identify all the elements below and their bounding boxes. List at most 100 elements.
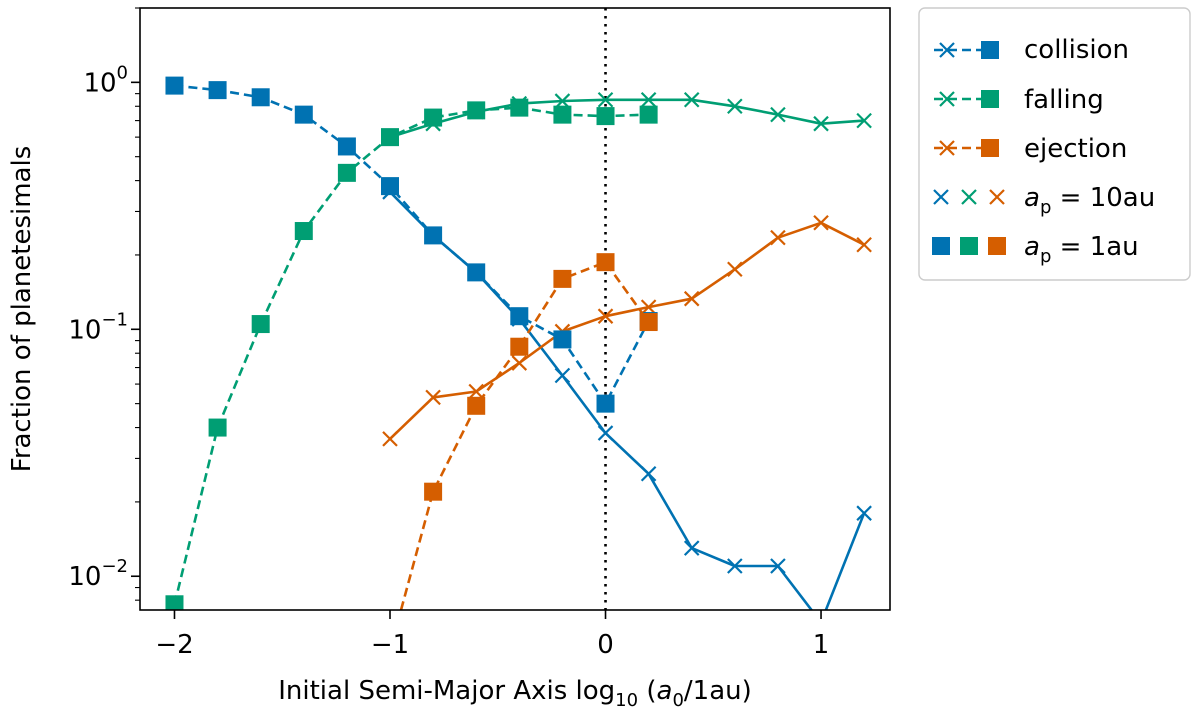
plot-frame (139, 7, 891, 611)
legend-square-marker (960, 237, 978, 255)
data-point-ejection-ap-10au (727, 261, 743, 278)
x-tick-label: −2 (155, 630, 193, 660)
data-point-ejection-ap-1au (553, 269, 572, 288)
data-point-collision-ap-1au (553, 330, 572, 349)
legend-square-marker-ejection (981, 139, 999, 157)
data-point-falling-ap-10au (597, 91, 614, 108)
data-point-collision-ap-1au (165, 76, 184, 95)
data-point-falling-ap-1au (381, 128, 399, 147)
data-point-falling-ap-10au (727, 98, 743, 115)
axes: −2 −1 0 1 10−2 10−1 100 (68, 7, 830, 660)
legend-x-marker (989, 189, 1005, 205)
data-point-ejection-ap-1au (596, 253, 615, 272)
data-point-ejection-ap-10au (640, 299, 657, 315)
legend-label-ap-1au-var: a (1024, 232, 1040, 262)
data-point-collision-ap-10au (727, 558, 743, 574)
data-point-collision-ap-10au (554, 367, 571, 384)
legend-label-ap-10au-var: a (1024, 183, 1040, 213)
y-tick-label: 10−2 (68, 556, 128, 592)
x-axis-label-variable-subscript: 0 (672, 690, 683, 711)
data-point-falling-ap-1au (467, 101, 486, 120)
data-point-collision-ap-10au (597, 425, 614, 441)
legend-label-ap-1au: ap = 1au (1024, 232, 1139, 267)
data-point-collision-ap-10au (856, 505, 872, 521)
legend-handle-ap-1au (932, 237, 1006, 255)
data-point-falling-ap-1au (294, 222, 313, 241)
series-ejection-ap-10au (382, 214, 872, 447)
data-point-ejection-ap-10au (382, 431, 398, 447)
data-point-falling-ap-10au (813, 115, 829, 132)
legend-label-collision: collision (1024, 35, 1129, 65)
legend: collision falling ejection ap = 10au ap … (918, 7, 1191, 281)
data-point-ejection-ap-1au (510, 337, 529, 356)
data-point-collision-ap-1au (596, 394, 615, 413)
series-layer (165, 76, 872, 610)
data-point-falling-ap-10au (683, 91, 700, 108)
data-point-collision-ap-1au (208, 81, 227, 100)
legend-handles (932, 41, 1006, 255)
data-point-collision-ap-10au (683, 540, 700, 556)
data-point-falling-ap-1au (251, 315, 270, 334)
data-point-collision-ap-10au (640, 465, 657, 482)
x-tick-label: 1 (813, 630, 830, 660)
legend-square-marker (988, 237, 1006, 255)
x-axis-label-suffix: /1au) (684, 676, 752, 706)
x-tick-label: −1 (371, 630, 409, 660)
data-point-collision-ap-1au (251, 88, 270, 107)
x-tick-label: 0 (597, 630, 614, 660)
legend-handle-collision (934, 41, 1004, 59)
legend-x-marker-collision (939, 42, 955, 58)
data-point-falling-ap-1au (553, 105, 572, 124)
legend-x-marker-falling (939, 91, 955, 107)
data-point-falling-ap-1au (596, 107, 615, 126)
data-point-ejection-ap-10au (813, 214, 829, 231)
legend-handle-falling (934, 90, 1004, 108)
series-ejection-ap-1au (399, 253, 658, 610)
data-point-falling-ap-10au (856, 112, 872, 129)
data-point-ejection-ap-10au (856, 236, 872, 253)
y-tick-label: 100 (83, 62, 128, 98)
legend-label-ap-10au: ap = 10au (1024, 183, 1155, 218)
y-tick-label: 10−1 (68, 309, 128, 345)
data-point-collision-ap-10au (770, 558, 786, 574)
data-point-falling-ap-10au (770, 106, 786, 123)
legend-square-marker-falling (981, 90, 999, 108)
data-point-falling-ap-1au (424, 108, 443, 127)
x-axis-label-variable: a (657, 676, 673, 706)
data-point-collision-ap-1au (294, 105, 313, 124)
series-line-collision-ap-1au (174, 84, 650, 405)
data-point-ejection-ap-10au (770, 229, 786, 246)
data-point-ejection-ap-10au (425, 389, 441, 406)
x-axis-label-mid: ( (638, 676, 656, 706)
legend-label-ap-10au-sub: p (1040, 197, 1051, 218)
legend-frame (918, 7, 1191, 281)
data-point-falling-ap-10au (640, 91, 657, 108)
data-point-collision-ap-1au (467, 263, 486, 282)
legend-label-ejection: ejection (1024, 134, 1127, 164)
series-line-falling-ap-1au (173, 106, 649, 605)
legend-label-ap-1au-sub: p (1040, 246, 1051, 267)
data-point-falling-ap-1au (165, 595, 184, 610)
data-point-falling-ap-1au (510, 98, 529, 117)
series-falling-ap-1au (165, 98, 658, 610)
x-axis-label: Initial Semi-Major Axis log10 (a0/1au) (278, 676, 752, 711)
legend-x-marker (961, 189, 977, 205)
data-point-ejection-ap-10au (468, 383, 484, 400)
x-axis-label-prefix: Initial Semi-Major Axis log (278, 676, 615, 706)
data-point-collision-ap-1au (337, 137, 356, 156)
data-point-falling-ap-1au (208, 418, 227, 437)
legend-x-marker (933, 189, 949, 205)
legend-label-ap-1au-rest: = 1au (1051, 232, 1138, 262)
legend-square-marker-collision (981, 41, 999, 59)
data-point-collision-ap-1au (510, 307, 529, 326)
data-point-ejection-ap-1au (467, 396, 486, 415)
data-point-ejection-ap-10au (597, 308, 614, 324)
series-line-ejection-ap-10au (389, 221, 865, 440)
data-point-collision-ap-1au (381, 177, 399, 196)
legend-square-marker (932, 237, 950, 255)
legend-handle-ap-10au (933, 189, 1005, 205)
data-point-collision-ap-1au (424, 226, 443, 245)
legend-x-marker-ejection (939, 140, 955, 156)
data-point-ejection-ap-10au (511, 355, 528, 371)
